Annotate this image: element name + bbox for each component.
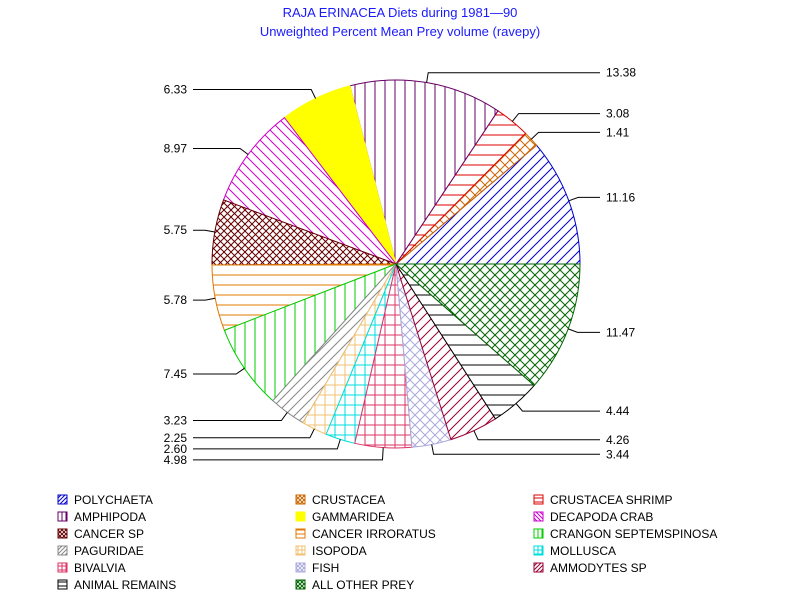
legend-label-mollusca: MOLLUSCA — [550, 544, 616, 558]
legend-swatch-crangon-septemspinosa — [533, 528, 544, 539]
pie-slices — [211, 79, 581, 449]
legend: POLYCHAETA CRUSTACEA CRUSTACEA SHRIMP AMPHI… — [57, 493, 717, 592]
leader-line-all-other-prey — [568, 328, 600, 333]
pie-slice-decapoda-crab — [222, 116, 398, 266]
leader-line-fish — [431, 444, 600, 455]
leader-line-gammaridea — [193, 89, 317, 99]
leader-line-bivalvia — [193, 447, 384, 461]
legend-label-crustacea: CRUSTACEA — [312, 493, 385, 507]
value-label-crangon-septemspinosa: 7.45 — [164, 367, 188, 381]
value-label-isopoda: 2.25 — [164, 431, 188, 445]
legend-label-paguridae: PAGURIDAE — [74, 544, 144, 558]
legend-swatch-decapoda-crab — [533, 511, 544, 522]
leader-line-amphipoda — [426, 72, 600, 83]
value-label-fish: 3.44 — [606, 447, 630, 461]
leader-line-mollusca — [193, 439, 341, 450]
leader-line-crustacea-shrimp — [511, 113, 600, 122]
legend-label-cancer-sp: CANCER SP — [74, 527, 144, 541]
slice-value-labels: 13.38 3.08 1.41 11.16 11.47 4.44 4.263.44 6.33 8… — [164, 66, 637, 467]
value-label-all-other-prey: 11.47 — [606, 325, 635, 339]
leader-line-decapoda-crab — [193, 148, 249, 155]
leader-line-isopoda — [193, 428, 315, 439]
legend-label-gammaridea: GAMMARIDEA — [312, 510, 394, 524]
legend-swatch-cancer-irroratus — [295, 528, 306, 539]
legend-swatch-ammodytes-sp — [533, 562, 544, 573]
legend-swatch-bivalvia — [57, 562, 68, 573]
pie-slice-all-other-prey — [394, 263, 581, 387]
legend-swatch-crustacea — [295, 494, 306, 505]
legend-label-ammodytes-sp: AMMODYTES SP — [550, 561, 647, 575]
legend-label-polychaeta: POLYCHAETA — [74, 493, 153, 507]
value-label-crustacea: 1.41 — [606, 125, 630, 139]
legend-swatch-mollusca — [533, 545, 544, 556]
legend-label-animal-remains: ANIMAL REMAINS — [74, 578, 176, 592]
value-label-polychaeta: 11.16 — [606, 190, 635, 204]
legend-swatch-animal-remains — [57, 579, 68, 590]
legend-label-bivalvia: BIVALVIA — [74, 561, 126, 575]
legend-label-cancer-irroratus: CANCER IRRORATUS — [312, 527, 436, 541]
legend-swatch-cancer-sp — [57, 528, 68, 539]
legend-swatch-isopoda — [295, 545, 306, 556]
legend-swatch-polychaeta — [57, 494, 68, 505]
value-label-decapoda-crab: 8.97 — [164, 142, 188, 156]
legend-label-fish: FISH — [312, 561, 339, 575]
legend-label-crustacea-shrimp: CRUSTACEA SHRIMP — [550, 493, 672, 507]
legend-label-isopoda: ISOPODA — [312, 544, 367, 558]
legend-swatch-gammaridea — [295, 511, 306, 522]
value-label-crustacea-shrimp: 3.08 — [606, 107, 630, 121]
value-label-mollusca: 2.60 — [164, 442, 188, 456]
legend-label-all-other-prey: ALL OTHER PREY — [312, 578, 414, 592]
legend-label-amphipoda: AMPHIPODA — [74, 510, 146, 524]
legend-swatch-fish — [295, 562, 306, 573]
leader-line-ammodytes-sp — [473, 430, 600, 441]
value-label-cancer-sp: 5.75 — [164, 223, 188, 237]
value-label-ammodytes-sp: 4.26 — [606, 433, 630, 447]
leader-line-crustacea — [530, 131, 600, 140]
leader-line-crangon-septemspinosa — [193, 367, 245, 375]
leader-line-polychaeta — [568, 196, 600, 202]
legend-label-crangon-septemspinosa: CRANGON SEPTEMSPINOSA — [550, 527, 717, 541]
chart-title: RAJA ERINACEA Diets during 1981—90 — [283, 5, 518, 20]
leader-line-paguridae — [193, 412, 288, 421]
legend-label-decapoda-crab: DECAPODA CRAB — [550, 510, 653, 524]
legend-swatch-crustacea-shrimp — [533, 494, 544, 505]
value-label-paguridae: 3.23 — [164, 414, 188, 428]
value-label-cancer-irroratus: 5.78 — [164, 293, 188, 307]
legend-swatch-all-other-prey — [295, 579, 306, 590]
leader-line-cancer-irroratus — [193, 297, 216, 301]
value-label-gammaridea: 6.33 — [164, 83, 188, 97]
value-label-amphipoda: 13.38 — [606, 66, 636, 80]
chart-subtitle: Unweighted Percent Mean Prey volume (rav… — [260, 24, 540, 39]
leader-line-animal-remains — [515, 403, 600, 412]
value-label-bivalvia: 4.98 — [164, 453, 188, 467]
legend-swatch-amphipoda — [57, 511, 68, 522]
slice-label-leaders — [193, 72, 600, 461]
leader-line-cancer-sp — [193, 229, 215, 233]
legend-swatch-paguridae — [57, 545, 68, 556]
value-label-animal-remains: 4.44 — [606, 404, 630, 418]
